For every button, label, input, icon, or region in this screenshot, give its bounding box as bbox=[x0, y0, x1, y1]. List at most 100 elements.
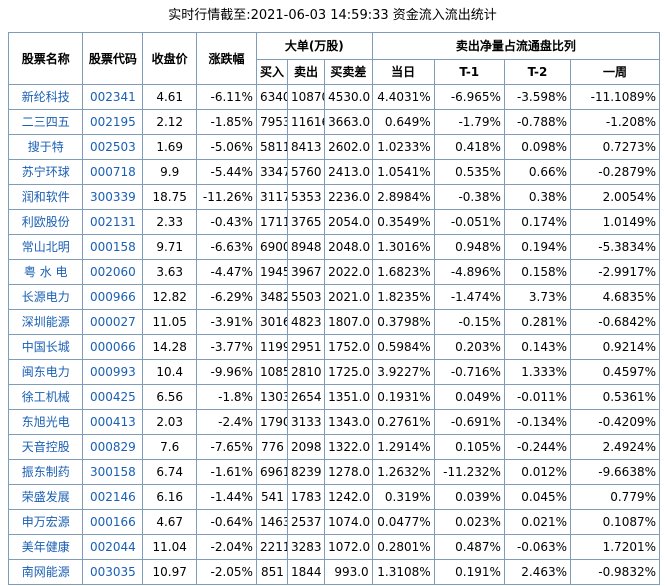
buy-sell-diff: 993.0 bbox=[324, 559, 373, 585]
stock-name-link[interactable]: 美年健康 bbox=[7, 534, 84, 560]
stock-name-link[interactable]: 振东制药 bbox=[7, 459, 84, 485]
stock-name-link[interactable]: 深圳能源 bbox=[7, 309, 84, 335]
buy-sell-diff: 1725.0 bbox=[324, 359, 373, 385]
sell-volume: 8239 bbox=[286, 459, 326, 485]
table-row: 深圳能源00002711.05-3.91%301648231807.00.379… bbox=[7, 309, 660, 335]
change-percent: -2.05% bbox=[196, 559, 257, 585]
stock-name-link[interactable]: 利欧股份 bbox=[7, 209, 84, 235]
close-price: 11.04 bbox=[142, 534, 198, 560]
ratio-today: 4.4031% bbox=[371, 84, 435, 110]
stock-code-link[interactable]: 002060 bbox=[82, 259, 144, 285]
close-price: 2.03 bbox=[142, 409, 198, 435]
stock-code-link[interactable]: 000718 bbox=[82, 159, 144, 185]
close-price: 4.61 bbox=[142, 84, 198, 110]
ratio-week: 0.1087% bbox=[570, 509, 660, 535]
stock-code-link[interactable]: 000066 bbox=[82, 334, 144, 360]
stock-code-link[interactable]: 003035 bbox=[82, 559, 144, 585]
change-percent: -3.77% bbox=[196, 334, 257, 360]
ratio-t2: 0.194% bbox=[503, 234, 572, 260]
sell-volume: 1844 bbox=[286, 559, 326, 585]
stock-code-link[interactable]: 000027 bbox=[82, 309, 144, 335]
ratio-t1: -0.691% bbox=[433, 409, 505, 435]
ratio-week: -0.9832% bbox=[570, 559, 660, 585]
stock-code-link[interactable]: 000425 bbox=[82, 384, 144, 410]
stock-name-link[interactable]: 新纶科技 bbox=[7, 84, 84, 110]
ratio-t1: 0.203% bbox=[433, 334, 505, 360]
stock-name-link[interactable]: 苏宁环球 bbox=[7, 159, 84, 185]
stock-code-link[interactable]: 002044 bbox=[82, 534, 144, 560]
stock-name-link[interactable]: 荣盛发展 bbox=[7, 484, 84, 510]
buy-sell-diff: 2054.0 bbox=[324, 209, 373, 235]
ratio-today: 0.5984% bbox=[371, 334, 435, 360]
ratio-t1: -0.051% bbox=[433, 209, 505, 235]
ratio-week: 0.779% bbox=[570, 484, 660, 510]
stock-code-link[interactable]: 000829 bbox=[82, 434, 144, 460]
ratio-t2: 0.174% bbox=[503, 209, 572, 235]
ratio-today: 0.3798% bbox=[371, 309, 435, 335]
stock-name-link[interactable]: 二三四五 bbox=[7, 109, 84, 135]
close-price: 6.56 bbox=[142, 384, 198, 410]
buy-volume: 776 bbox=[255, 434, 288, 460]
stock-code-link[interactable]: 000166 bbox=[82, 509, 144, 535]
stock-name-link[interactable]: 中国长城 bbox=[7, 334, 84, 360]
table-row: 东旭光电0004132.03-2.4%179031331343.00.2761%… bbox=[7, 409, 660, 435]
stock-code-link[interactable]: 300158 bbox=[82, 459, 144, 485]
stock-name-link[interactable]: 润和软件 bbox=[7, 184, 84, 210]
stock-code-link[interactable]: 000158 bbox=[82, 234, 144, 260]
stock-code-link[interactable]: 000966 bbox=[82, 284, 144, 310]
stock-code-link[interactable]: 002341 bbox=[82, 84, 144, 110]
buy-volume: 851 bbox=[255, 559, 288, 585]
table-row: 徐工机械0004256.56-1.8%130326541351.00.1931%… bbox=[7, 384, 660, 410]
stock-code-link[interactable]: 300339 bbox=[82, 184, 144, 210]
change-percent: -3.91% bbox=[196, 309, 257, 335]
buy-volume: 5811 bbox=[255, 134, 288, 160]
stock-name-link[interactable]: 徐工机械 bbox=[7, 384, 84, 410]
table-row: 长源电力00096612.82-6.29%348255032021.01.823… bbox=[7, 284, 660, 310]
fund-flow-table: 股票名称 股票代码 收盘价 涨跌幅 大单(万股) 卖出净量占流通盘比列 买入 卖… bbox=[7, 32, 661, 585]
stock-name-link[interactable]: 搜于特 bbox=[7, 134, 84, 160]
ratio-t2: 0.045% bbox=[503, 484, 572, 510]
buy-sell-diff: 1351.0 bbox=[324, 384, 373, 410]
table-row: 南网能源 003035 10.97 -2.05% 851 1844 993.0 1.3108%… bbox=[7, 559, 660, 585]
ratio-t1: -4.896% bbox=[433, 259, 505, 285]
stock-code-link[interactable]: 002195 bbox=[82, 109, 144, 135]
header-today: 当日 bbox=[371, 59, 435, 85]
stock-name-link[interactable]: 南网能源 bbox=[7, 559, 84, 585]
stock-code-link[interactable]: 002503 bbox=[82, 134, 144, 160]
ratio-t2: -0.063% bbox=[503, 534, 572, 560]
buy-sell-diff: 2602.0 bbox=[324, 134, 373, 160]
ratio-week: 0.5361% bbox=[570, 384, 660, 410]
ratio-today: 1.8235% bbox=[371, 284, 435, 310]
stock-name-link[interactable]: 天音控股 bbox=[7, 434, 84, 460]
header-week: 一周 bbox=[570, 59, 660, 85]
ratio-week: -0.4209% bbox=[570, 409, 660, 435]
change-percent: -6.63% bbox=[196, 234, 257, 260]
ratio-t1: -0.15% bbox=[433, 309, 505, 335]
ratio-today: 1.0541% bbox=[371, 159, 435, 185]
buy-sell-diff: 4530.0 bbox=[324, 84, 373, 110]
buy-volume: 3016 bbox=[255, 309, 288, 335]
stock-name-link[interactable]: 闽东电力 bbox=[7, 359, 84, 385]
ratio-week: 4.6835% bbox=[570, 284, 660, 310]
change-percent: -1.8% bbox=[196, 384, 257, 410]
sell-volume: 5760 bbox=[286, 159, 326, 185]
ratio-week: 0.4597% bbox=[570, 359, 660, 385]
ratio-today: 0.319% bbox=[371, 484, 435, 510]
table-row: 中国长城00006614.28-3.77%119929511752.00.598… bbox=[7, 334, 660, 360]
ratio-t2: -0.011% bbox=[503, 384, 572, 410]
close-price: 2.33 bbox=[142, 209, 198, 235]
stock-code-link[interactable]: 002146 bbox=[82, 484, 144, 510]
stock-name-link[interactable]: 申万宏源 bbox=[7, 509, 84, 535]
stock-code-link[interactable]: 000993 bbox=[82, 359, 144, 385]
buy-volume: 1711 bbox=[255, 209, 288, 235]
sell-volume: 5503 bbox=[286, 284, 326, 310]
change-percent: -2.4% bbox=[196, 409, 257, 435]
stock-name-link[interactable]: 长源电力 bbox=[7, 284, 84, 310]
stock-name-link[interactable]: 东旭光电 bbox=[7, 409, 84, 435]
stock-name-link[interactable]: 常山北明 bbox=[7, 234, 84, 260]
ratio-week: -5.3834% bbox=[570, 234, 660, 260]
stock-code-link[interactable]: 002131 bbox=[82, 209, 144, 235]
stock-name-link[interactable]: 粤 水 电 bbox=[7, 259, 84, 285]
stock-code-link[interactable]: 000413 bbox=[82, 409, 144, 435]
sell-volume: 2810 bbox=[286, 359, 326, 385]
